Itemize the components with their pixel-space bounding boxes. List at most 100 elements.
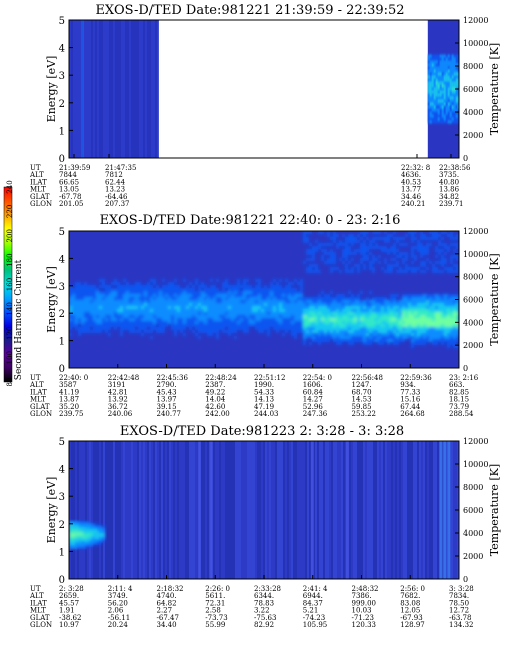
spectrum-cell	[336, 342, 339, 345]
spectrum-cell	[426, 243, 429, 246]
y-right-tick-label: 0	[463, 575, 468, 584]
spectrum-cell	[399, 243, 402, 246]
spectrum-cell	[390, 339, 393, 342]
spectrum-cell	[102, 294, 105, 297]
spectrum-cell	[441, 309, 444, 312]
spectrum-cell	[431, 72, 434, 76]
spectrum-cell	[315, 264, 318, 267]
spectrum-cell	[438, 270, 441, 273]
spectrum-cell	[453, 111, 456, 115]
spectrum-cell	[435, 114, 438, 118]
spectrum-cell	[75, 303, 78, 306]
spectrum-cell	[99, 321, 102, 324]
spectrum-cell	[204, 321, 207, 324]
spectrum-cell	[276, 318, 279, 321]
spectrum-cell	[150, 303, 153, 306]
spectrum-cell	[360, 315, 363, 318]
spectrum-cell	[246, 303, 249, 306]
spectrum-column	[349, 441, 351, 579]
spectrum-cell	[228, 330, 231, 333]
spectrum-cell	[138, 306, 141, 309]
spectrum-cell	[75, 324, 78, 327]
spectrum-cell	[276, 303, 279, 306]
spectrum-cell	[390, 258, 393, 261]
spectrum-cell	[153, 279, 156, 282]
spectrum-cell	[437, 87, 440, 91]
spectrum-cell	[102, 303, 105, 306]
spectrum-cell	[433, 60, 436, 64]
spectrum-cell	[177, 297, 180, 300]
spectrum-cell	[429, 99, 432, 103]
spectrum-cell	[357, 270, 360, 273]
spectrum-cell	[69, 318, 72, 321]
spectrum-column	[359, 441, 361, 579]
y-tick-label: 3	[59, 282, 65, 293]
spectrum-cell	[291, 288, 294, 291]
spectrum-cell	[351, 330, 354, 333]
spectrum-cell	[234, 297, 237, 300]
spectrum-cell	[441, 297, 444, 300]
spectrum-cell	[123, 297, 126, 300]
spectrum-cell	[447, 72, 450, 76]
spectrum-cell	[451, 90, 454, 94]
spectrum-cell	[445, 99, 448, 103]
spectrum-cell	[375, 243, 378, 246]
ephemeris-value: 54.33	[254, 388, 274, 396]
spectrum-cell	[180, 312, 183, 315]
spectrum-cell	[117, 285, 120, 288]
spectrum-cell	[93, 543, 95, 546]
ephemeris-value: 3.22	[254, 607, 270, 615]
spectrum-cell	[427, 117, 430, 121]
spectrum-cell	[234, 312, 237, 315]
spectrum-cell	[315, 240, 318, 243]
ephemeris-value: 663.	[449, 381, 465, 389]
spectrum-cell	[420, 327, 423, 330]
spectrum-cell	[321, 306, 324, 309]
spectrum-cell	[420, 255, 423, 258]
spectrum-cell	[207, 288, 210, 291]
spectrum-cell	[336, 327, 339, 330]
spectrum-cell	[105, 315, 108, 318]
spectrum-cell	[417, 246, 420, 249]
spectrum-cell	[433, 114, 436, 118]
spectrum-cell	[445, 87, 448, 91]
spectrum-column	[363, 441, 365, 579]
spectrum-cell	[240, 315, 243, 318]
spectrum-cell	[273, 288, 276, 291]
spectrum-cell	[405, 234, 408, 237]
spectrum-cell	[384, 300, 387, 303]
spectrum-cell	[95, 539, 97, 542]
spectrum-column	[281, 441, 283, 579]
spectrum-cell	[210, 318, 213, 321]
spectrum-column	[181, 441, 183, 579]
spectrum-cell	[101, 537, 103, 540]
spectrum-cell	[453, 300, 456, 303]
spectrum-cell	[318, 243, 321, 246]
spectrum-cell	[363, 318, 366, 321]
spectrum-cell	[411, 333, 414, 336]
spectrum-cell	[77, 539, 79, 542]
spectrum-cell	[321, 243, 324, 246]
spectrum-cell	[114, 300, 117, 303]
spectrum-column	[337, 441, 339, 579]
ephemeris-value: 62.44	[105, 178, 126, 186]
spectrum-cell	[171, 294, 174, 297]
ephemeris-value: 134.32	[449, 621, 474, 629]
spectrum-cell	[276, 330, 279, 333]
spectrum-cell	[357, 324, 360, 327]
spectrum-cell	[186, 315, 189, 318]
spectrum-cell	[291, 306, 294, 309]
spectrum-column	[149, 441, 151, 579]
spectrum-cell	[435, 312, 438, 315]
spectrum-cell	[366, 303, 369, 306]
spectrum-cell	[443, 72, 446, 76]
y-axis-label-right: Temperature [K]	[488, 464, 501, 556]
spectrum-cell	[447, 60, 450, 64]
spectrum-cell	[71, 545, 73, 548]
spectrum-cell	[303, 231, 306, 234]
ephemeris-row-label: GLON	[30, 410, 52, 418]
spectrum-cell	[144, 288, 147, 291]
spectrum-cell	[285, 309, 288, 312]
spectrum-cell	[411, 294, 414, 297]
spectrum-cell	[96, 300, 99, 303]
